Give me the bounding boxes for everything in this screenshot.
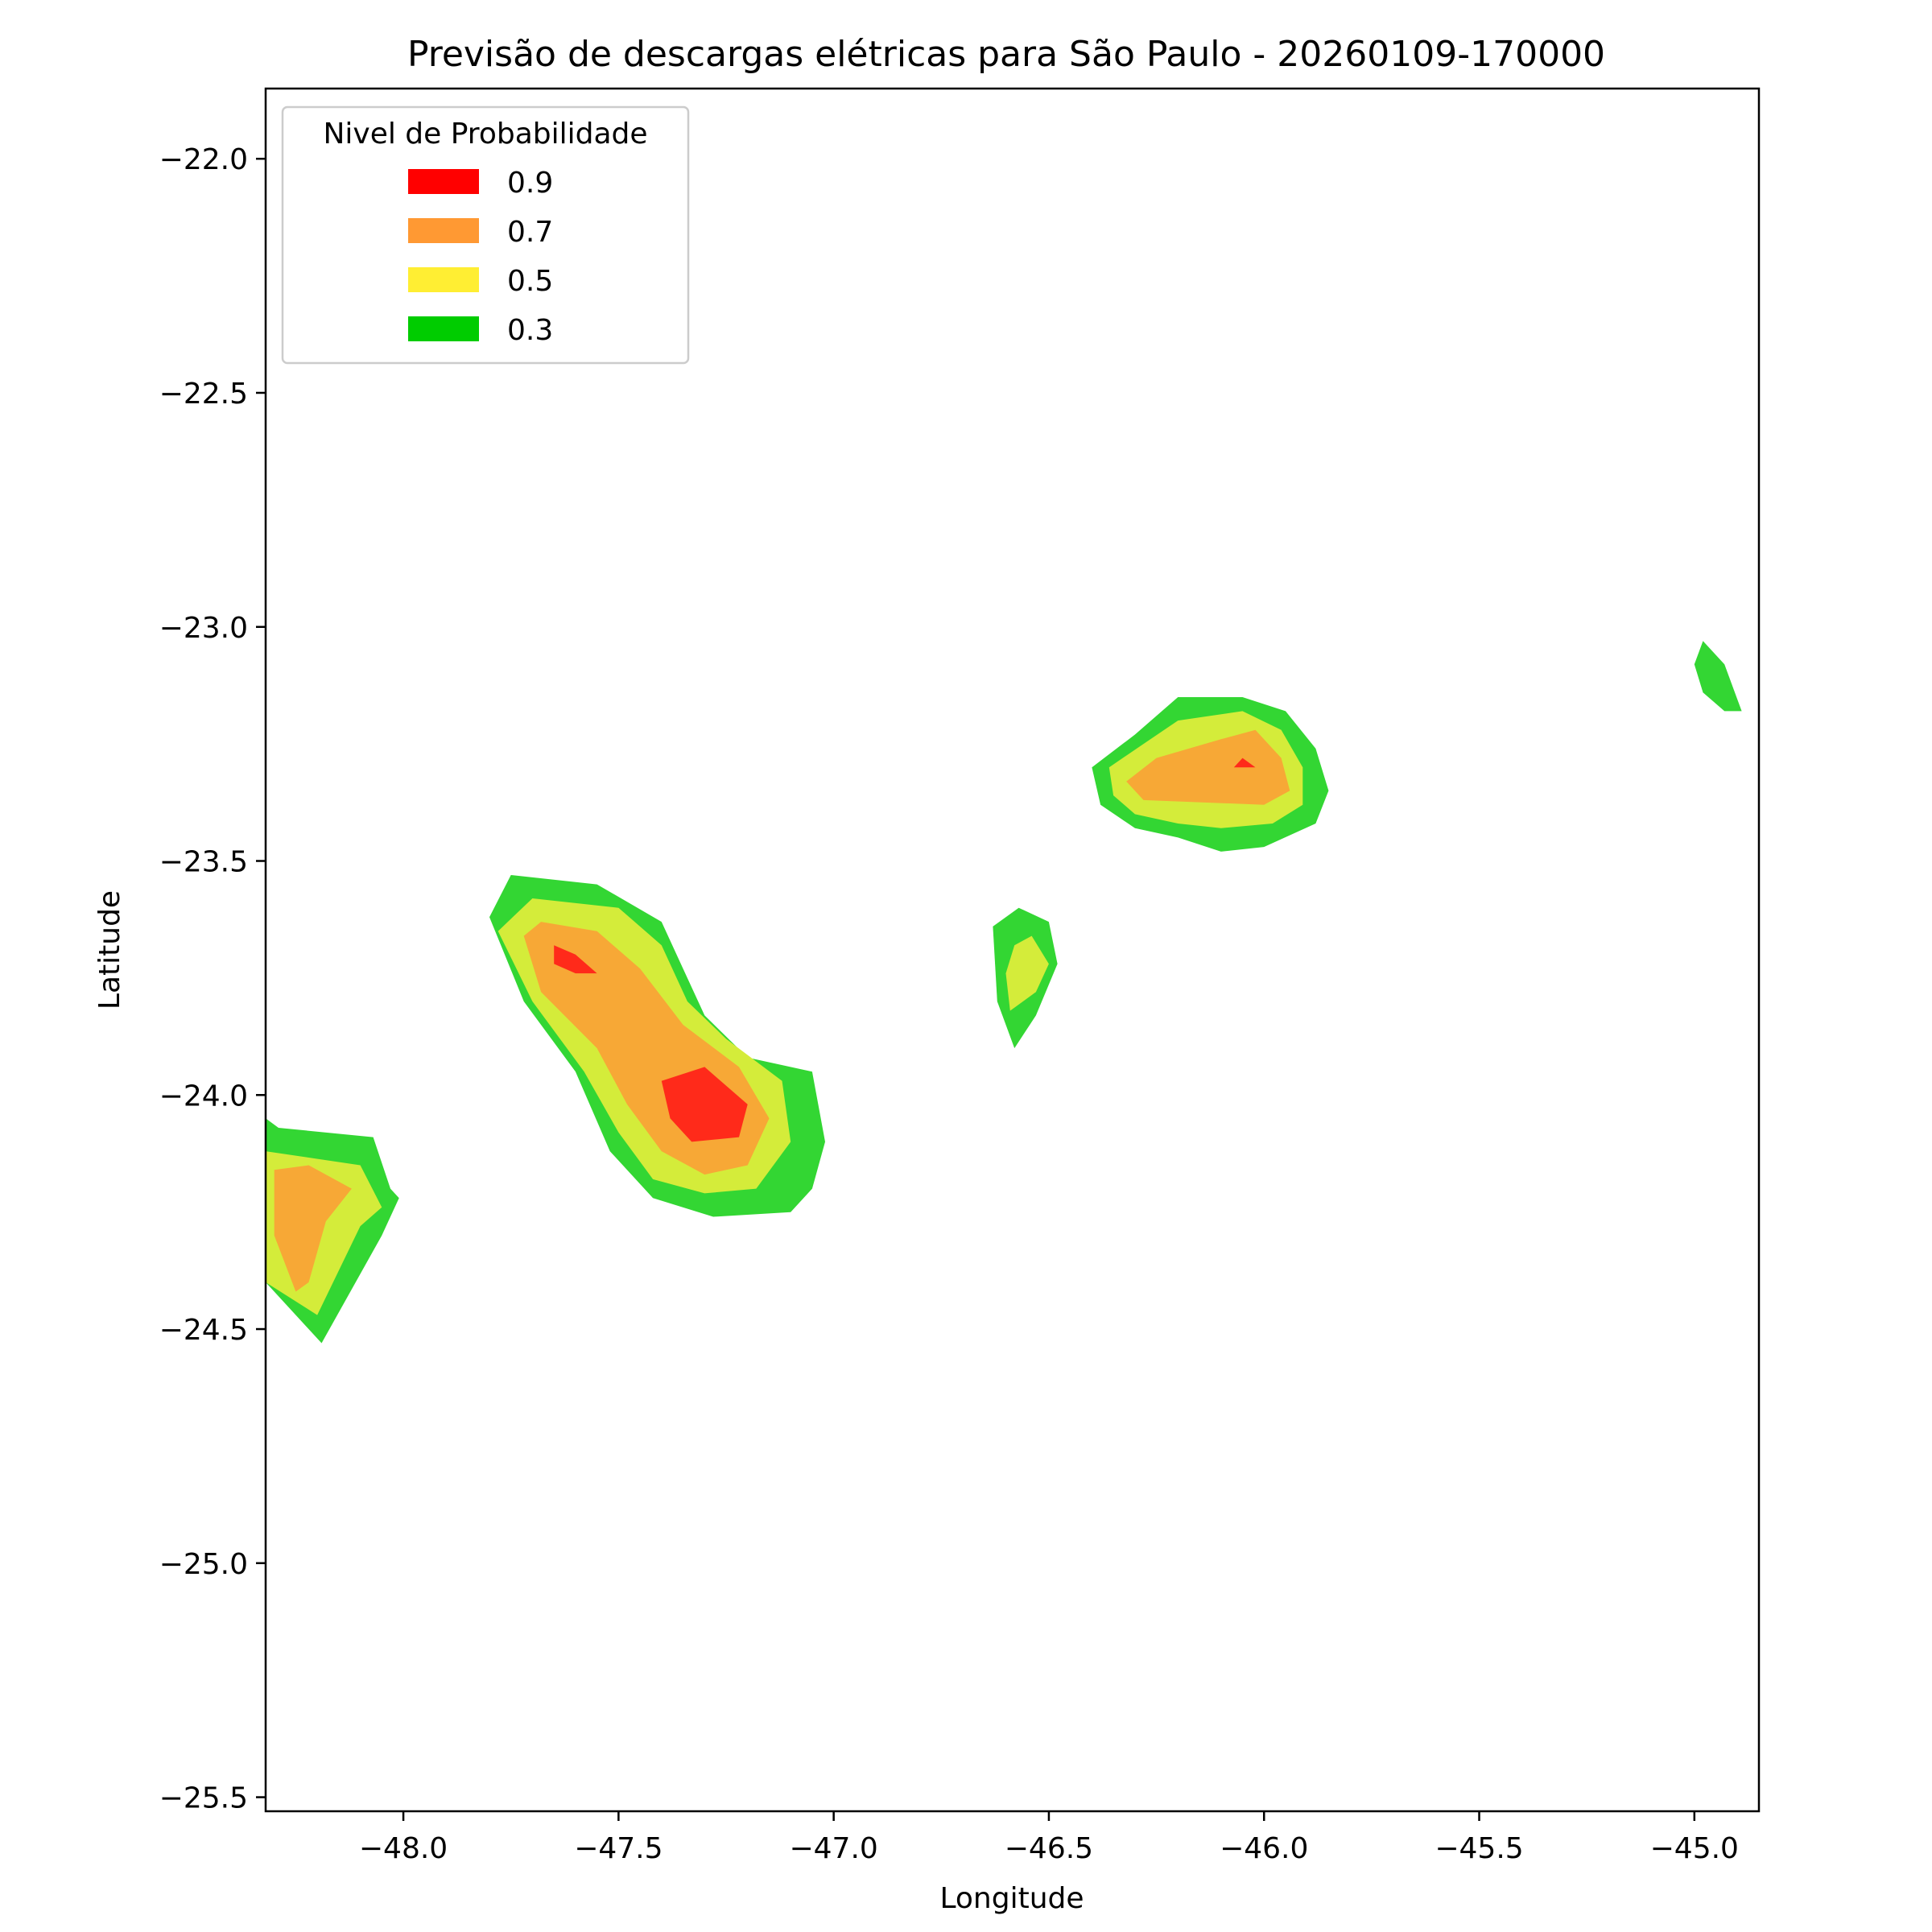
cell-center-level-05-region [1005,935,1049,1011]
x-tick-label: −47.5 [574,1832,663,1865]
cell-northeast-level-07-region [1126,729,1290,805]
plot-frame [264,87,1761,1813]
cell-northeast-level-09-region [1233,758,1256,768]
x-tick-label: −48.0 [359,1832,448,1865]
y-tick-label: −23.5 [159,846,248,879]
chart-title: Previsão de descargas elétricas para São… [407,34,1605,75]
legend-swatch [408,218,479,243]
x-axis: −48.0 −47.5 −47.0 −46.5 −46.0 −45.5 −45.0 [359,1811,1739,1865]
legend: Nivel de Probabilidade 0.9 0.7 0.5 0.3 [281,105,690,365]
x-tick-label: −46.0 [1220,1832,1308,1865]
legend-entry-label: 0.5 [507,265,553,298]
cell-west-edge-level-07-region [274,1165,352,1292]
cell-southwest-level-09-region [554,945,597,974]
legend-swatch [408,169,479,194]
contour-regions [266,641,1742,1344]
x-tick-label: −45.0 [1650,1832,1739,1865]
legend-entry-label: 0.9 [507,167,553,200]
y-axis-label: Latitude [93,890,126,1009]
y-tick-label: −23.0 [159,612,248,645]
y-tick-label: −25.0 [159,1548,248,1581]
legend-entry-label: 0.7 [507,216,553,249]
y-tick-label: −24.5 [159,1314,248,1347]
legend-entry-label: 0.3 [507,314,553,347]
cell-southwest-level-09-region [661,1067,748,1142]
cell-east-edge-level-03-region [1694,641,1742,712]
y-tick-label: −22.0 [159,143,248,176]
x-tick-label: −45.5 [1435,1832,1523,1865]
x-tick-label: −47.0 [789,1832,877,1865]
legend-swatch [408,267,479,292]
legend-box [281,105,690,365]
x-tick-label: −46.5 [1005,1832,1093,1865]
legend-swatch [408,316,479,341]
legend-title: Nivel de Probabilidade [323,118,647,151]
x-axis-label: Longitude [939,1882,1084,1915]
y-axis: −22.0 −22.5 −23.0 −23.5 −24.0 −24.5 −25.0 −25.5 [159,143,266,1815]
y-tick-label: −25.5 [159,1782,248,1815]
y-tick-label: −24.0 [159,1080,248,1113]
y-tick-label: −22.5 [159,378,248,411]
legend-entries: 0.9 0.7 0.5 0.3 [408,167,553,347]
